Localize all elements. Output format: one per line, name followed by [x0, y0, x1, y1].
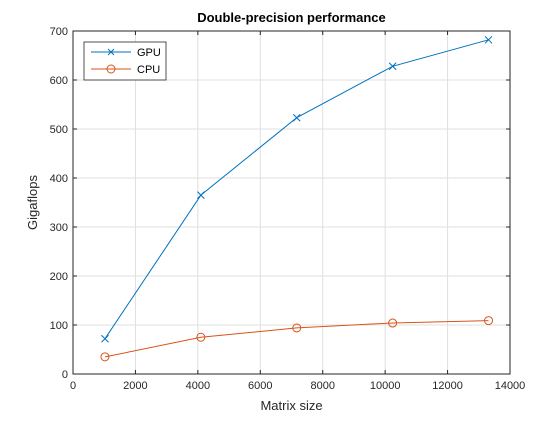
series-line-gpu — [104, 39, 489, 339]
data-point-cpu — [292, 323, 302, 333]
series-line-cpu — [104, 320, 489, 358]
x-tick-label: 4000 — [186, 380, 210, 392]
x-tick-label: 2000 — [123, 380, 147, 392]
y-axis-label: Gigaflops — [25, 175, 40, 230]
data-point-gpu — [292, 113, 301, 122]
y-tick-label: 500 — [50, 124, 68, 136]
chart-title: Double-precision performance — [197, 10, 386, 25]
y-tick-label: 100 — [50, 320, 68, 332]
y-tick-label: 400 — [50, 173, 68, 185]
data-point-cpu — [196, 332, 206, 342]
data-point-cpu — [388, 318, 398, 328]
plot-frame — [72, 30, 511, 375]
y-tick-label: 200 — [50, 271, 68, 283]
x-tick-label: 14000 — [495, 380, 526, 392]
data-point-gpu — [484, 35, 493, 44]
legend-label-cpu: CPU — [137, 64, 160, 76]
data-point-gpu — [388, 62, 397, 71]
x-tick-label: 0 — [70, 380, 76, 392]
legend-marker-gpu — [107, 48, 115, 56]
y-tick-label: 700 — [50, 26, 68, 38]
x-axis-label: Matrix size — [260, 398, 322, 413]
y-tick-label: 0 — [62, 369, 68, 381]
y-tick-label: 300 — [50, 222, 68, 234]
x-tick-label: 12000 — [432, 380, 463, 392]
x-tick-label: 6000 — [248, 380, 272, 392]
x-tick-label: 8000 — [310, 380, 334, 392]
data-point-gpu — [101, 334, 109, 343]
data-point-cpu — [484, 316, 494, 326]
legend: GPU CPU — [83, 41, 167, 81]
legend-label-gpu: GPU — [137, 47, 161, 59]
y-tick-label: 600 — [50, 75, 68, 87]
data-point-cpu — [100, 352, 110, 362]
legend-box — [83, 41, 167, 81]
series-layer — [100, 35, 494, 362]
grid — [73, 31, 510, 374]
legend-entry-cpu: CPU — [91, 64, 160, 76]
axis-ticks: 0 2000 4000 6000 8000 10000 12000 14000 0 100 200 3… — [50, 26, 526, 392]
data-point-gpu — [197, 191, 205, 200]
legend-entry-gpu: GPU — [91, 47, 161, 59]
legend-marker-cpu — [106, 64, 116, 74]
x-tick-label: 10000 — [370, 380, 401, 392]
